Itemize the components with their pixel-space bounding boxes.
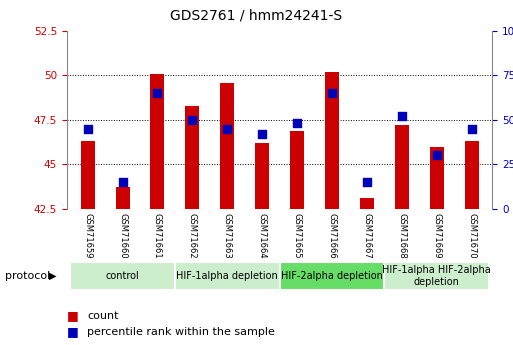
Bar: [465, 141, 479, 209]
Point: [84, 126, 92, 131]
Text: control: control: [106, 271, 140, 281]
Point: [223, 126, 231, 131]
Point: [363, 179, 371, 185]
Text: GSM71670: GSM71670: [467, 213, 476, 258]
Text: GSM71668: GSM71668: [397, 213, 406, 259]
Point: [153, 90, 162, 96]
Bar: [220, 82, 234, 209]
Bar: [384, 262, 489, 290]
Point: [258, 131, 266, 137]
Text: GSM71665: GSM71665: [292, 213, 302, 258]
Text: GSM71660: GSM71660: [118, 213, 127, 258]
Text: HIF-1alpha depletion: HIF-1alpha depletion: [176, 271, 278, 281]
Text: GSM71659: GSM71659: [83, 213, 92, 258]
Bar: [325, 72, 339, 209]
Text: ■: ■: [67, 325, 78, 338]
Text: count: count: [87, 311, 119, 321]
Point: [398, 114, 406, 119]
Text: ▶: ▶: [49, 271, 56, 281]
Text: HIF-2alpha depletion: HIF-2alpha depletion: [281, 271, 383, 281]
Bar: [360, 198, 374, 209]
Bar: [70, 262, 175, 290]
Text: GSM71662: GSM71662: [188, 213, 197, 258]
Bar: [255, 143, 269, 209]
Text: protocol: protocol: [5, 271, 50, 281]
Bar: [115, 187, 129, 209]
Text: GSM71669: GSM71669: [432, 213, 441, 258]
Point: [293, 121, 301, 126]
Bar: [150, 74, 164, 209]
Point: [328, 90, 336, 96]
Point: [467, 126, 476, 131]
Bar: [81, 141, 94, 209]
Text: GSM71664: GSM71664: [258, 213, 267, 258]
Text: GSM71667: GSM71667: [362, 213, 371, 259]
Bar: [185, 106, 200, 209]
Bar: [290, 130, 304, 209]
Text: GSM71663: GSM71663: [223, 213, 232, 259]
Text: percentile rank within the sample: percentile rank within the sample: [87, 327, 275, 337]
Text: ■: ■: [67, 309, 78, 322]
Bar: [280, 262, 384, 290]
Bar: [430, 147, 444, 209]
Point: [432, 153, 441, 158]
Text: HIF-1alpha HIF-2alpha
depletion: HIF-1alpha HIF-2alpha depletion: [382, 265, 491, 287]
Bar: [395, 125, 409, 209]
Text: GSM71666: GSM71666: [327, 213, 337, 259]
Text: GDS2761 / hmm24241-S: GDS2761 / hmm24241-S: [170, 9, 343, 23]
Point: [119, 179, 127, 185]
Text: GSM71661: GSM71661: [153, 213, 162, 258]
Point: [188, 117, 196, 123]
Bar: [175, 262, 280, 290]
